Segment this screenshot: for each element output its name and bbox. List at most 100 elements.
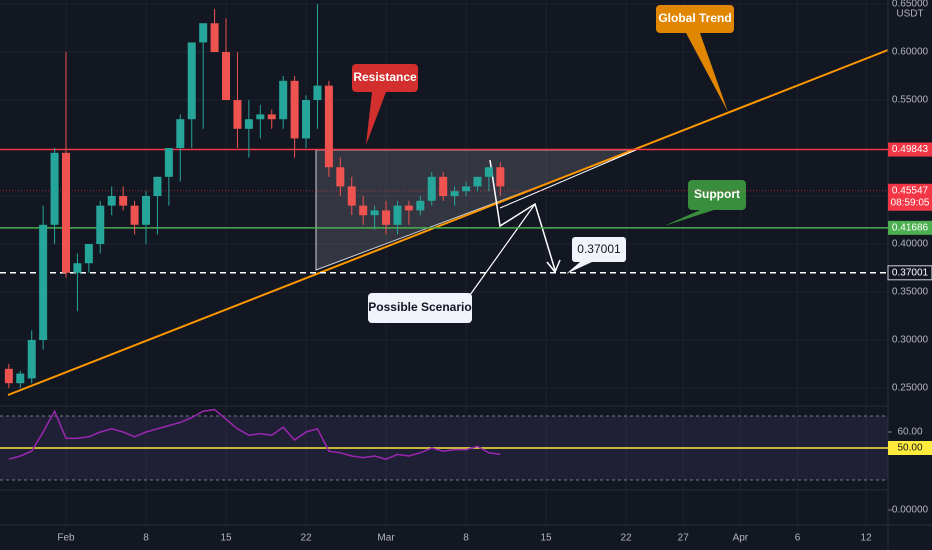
x-tick-label: Mar bbox=[377, 533, 395, 544]
candle-body bbox=[359, 205, 368, 216]
rsi-level-label: 50.00 bbox=[897, 443, 922, 454]
x-tick-label: 8 bbox=[143, 533, 149, 544]
x-tick-label: 22 bbox=[621, 533, 633, 544]
annotation-target: 0.37001 bbox=[566, 237, 626, 274]
candle-body bbox=[39, 224, 48, 341]
level-tag bbox=[888, 142, 932, 157]
bubble bbox=[368, 293, 472, 323]
candle-body bbox=[324, 85, 333, 168]
y-tick-label: 0.30000 bbox=[892, 335, 929, 346]
annotation-support: Support bbox=[664, 180, 746, 226]
last-price-label: 0.45547 bbox=[892, 185, 929, 196]
candle-body bbox=[222, 52, 231, 101]
pointer bbox=[366, 92, 386, 145]
candle-body bbox=[404, 205, 413, 211]
candle-body bbox=[347, 186, 356, 206]
scenario-arrow bbox=[489, 159, 556, 271]
candle-body bbox=[302, 100, 311, 139]
level-tag bbox=[888, 220, 932, 235]
candle-body bbox=[199, 23, 208, 43]
x-tick-label: Feb bbox=[57, 533, 75, 544]
currency-label: USDT bbox=[896, 9, 923, 20]
candle-body bbox=[290, 80, 299, 139]
candle-body bbox=[267, 114, 276, 120]
candle-body bbox=[427, 176, 436, 201]
rsi-line bbox=[8, 408, 501, 460]
x-tick-label: 15 bbox=[540, 533, 552, 544]
callout-pointer bbox=[469, 203, 536, 296]
candle-body bbox=[382, 210, 391, 225]
candle-body bbox=[4, 368, 13, 384]
rsi-level-tag bbox=[888, 441, 932, 455]
x-tick-label: 12 bbox=[861, 533, 873, 544]
x-tick-label: 27 bbox=[678, 533, 690, 544]
candle-body bbox=[142, 196, 151, 225]
pointer bbox=[664, 210, 714, 226]
pointer bbox=[566, 262, 592, 274]
annotation-global-trend: Global Trend bbox=[656, 5, 734, 112]
candle-body bbox=[393, 205, 402, 225]
annotation-text: Support bbox=[694, 187, 740, 201]
annotation-scenario: Possible Scenario bbox=[368, 293, 472, 323]
candle-body bbox=[164, 148, 173, 177]
y-tick-label: 0.35000 bbox=[892, 287, 929, 298]
candle-body bbox=[336, 167, 345, 187]
x-tick-label: 22 bbox=[300, 533, 312, 544]
candle-body bbox=[16, 373, 25, 384]
arrow-head bbox=[546, 259, 561, 274]
candle-body bbox=[27, 340, 36, 379]
candle-body bbox=[96, 205, 105, 245]
candle-body bbox=[416, 200, 425, 211]
level-label: 0.37001 bbox=[892, 267, 929, 278]
candle-body bbox=[73, 263, 82, 273]
candle-body bbox=[313, 85, 322, 101]
rsi-tick-label: 60.00 bbox=[897, 427, 922, 438]
y-tick-label: 0.60000 bbox=[892, 47, 929, 58]
x-tick-label: 8 bbox=[463, 533, 469, 544]
annotation-text: Global Trend bbox=[658, 11, 731, 25]
candle-body bbox=[62, 152, 70, 273]
candle-body bbox=[462, 186, 471, 192]
candle-body bbox=[50, 152, 59, 225]
candle-body bbox=[370, 210, 379, 216]
trend-line bbox=[7, 49, 889, 396]
level-label: 0.41686 bbox=[892, 222, 929, 233]
level-tag bbox=[887, 265, 932, 281]
bubble bbox=[688, 180, 746, 210]
candle-body bbox=[176, 119, 185, 149]
candle-body bbox=[473, 176, 482, 187]
candle-body bbox=[484, 167, 493, 177]
candle-body bbox=[256, 114, 265, 120]
candle-body bbox=[450, 191, 459, 197]
x-tick-label: Apr bbox=[733, 533, 749, 544]
candle-body bbox=[84, 244, 93, 264]
countdown: 08:59:05 bbox=[891, 197, 930, 208]
x-tick-label: 6 bbox=[795, 533, 801, 544]
bubble bbox=[656, 5, 734, 33]
bubble bbox=[572, 237, 626, 262]
candle-body bbox=[279, 80, 288, 120]
triangle-support bbox=[499, 149, 637, 209]
x-tick-label: 15 bbox=[220, 533, 232, 544]
candle-body bbox=[210, 23, 219, 53]
candle-body bbox=[107, 196, 116, 206]
annotation-resistance: Resistance bbox=[352, 64, 418, 145]
pointer bbox=[686, 33, 728, 112]
level-label: 0.49843 bbox=[892, 144, 929, 155]
bubble bbox=[352, 64, 418, 92]
candle-body bbox=[119, 196, 128, 206]
candle-body bbox=[130, 205, 139, 225]
candle-body bbox=[244, 119, 253, 129]
y-tick-label: 0.40000 bbox=[892, 239, 929, 250]
candle-body bbox=[496, 167, 505, 187]
macd-tick-label: 0.00000 bbox=[892, 505, 929, 516]
candle-body bbox=[187, 42, 196, 120]
annotation-text: Possible Scenario bbox=[368, 300, 471, 314]
candle-body bbox=[439, 176, 448, 197]
y-tick-label: 0.65000 bbox=[892, 0, 929, 10]
y-tick-label: 0.55000 bbox=[892, 95, 929, 106]
candle-body bbox=[233, 100, 242, 129]
annotation-text: Resistance bbox=[353, 70, 417, 84]
